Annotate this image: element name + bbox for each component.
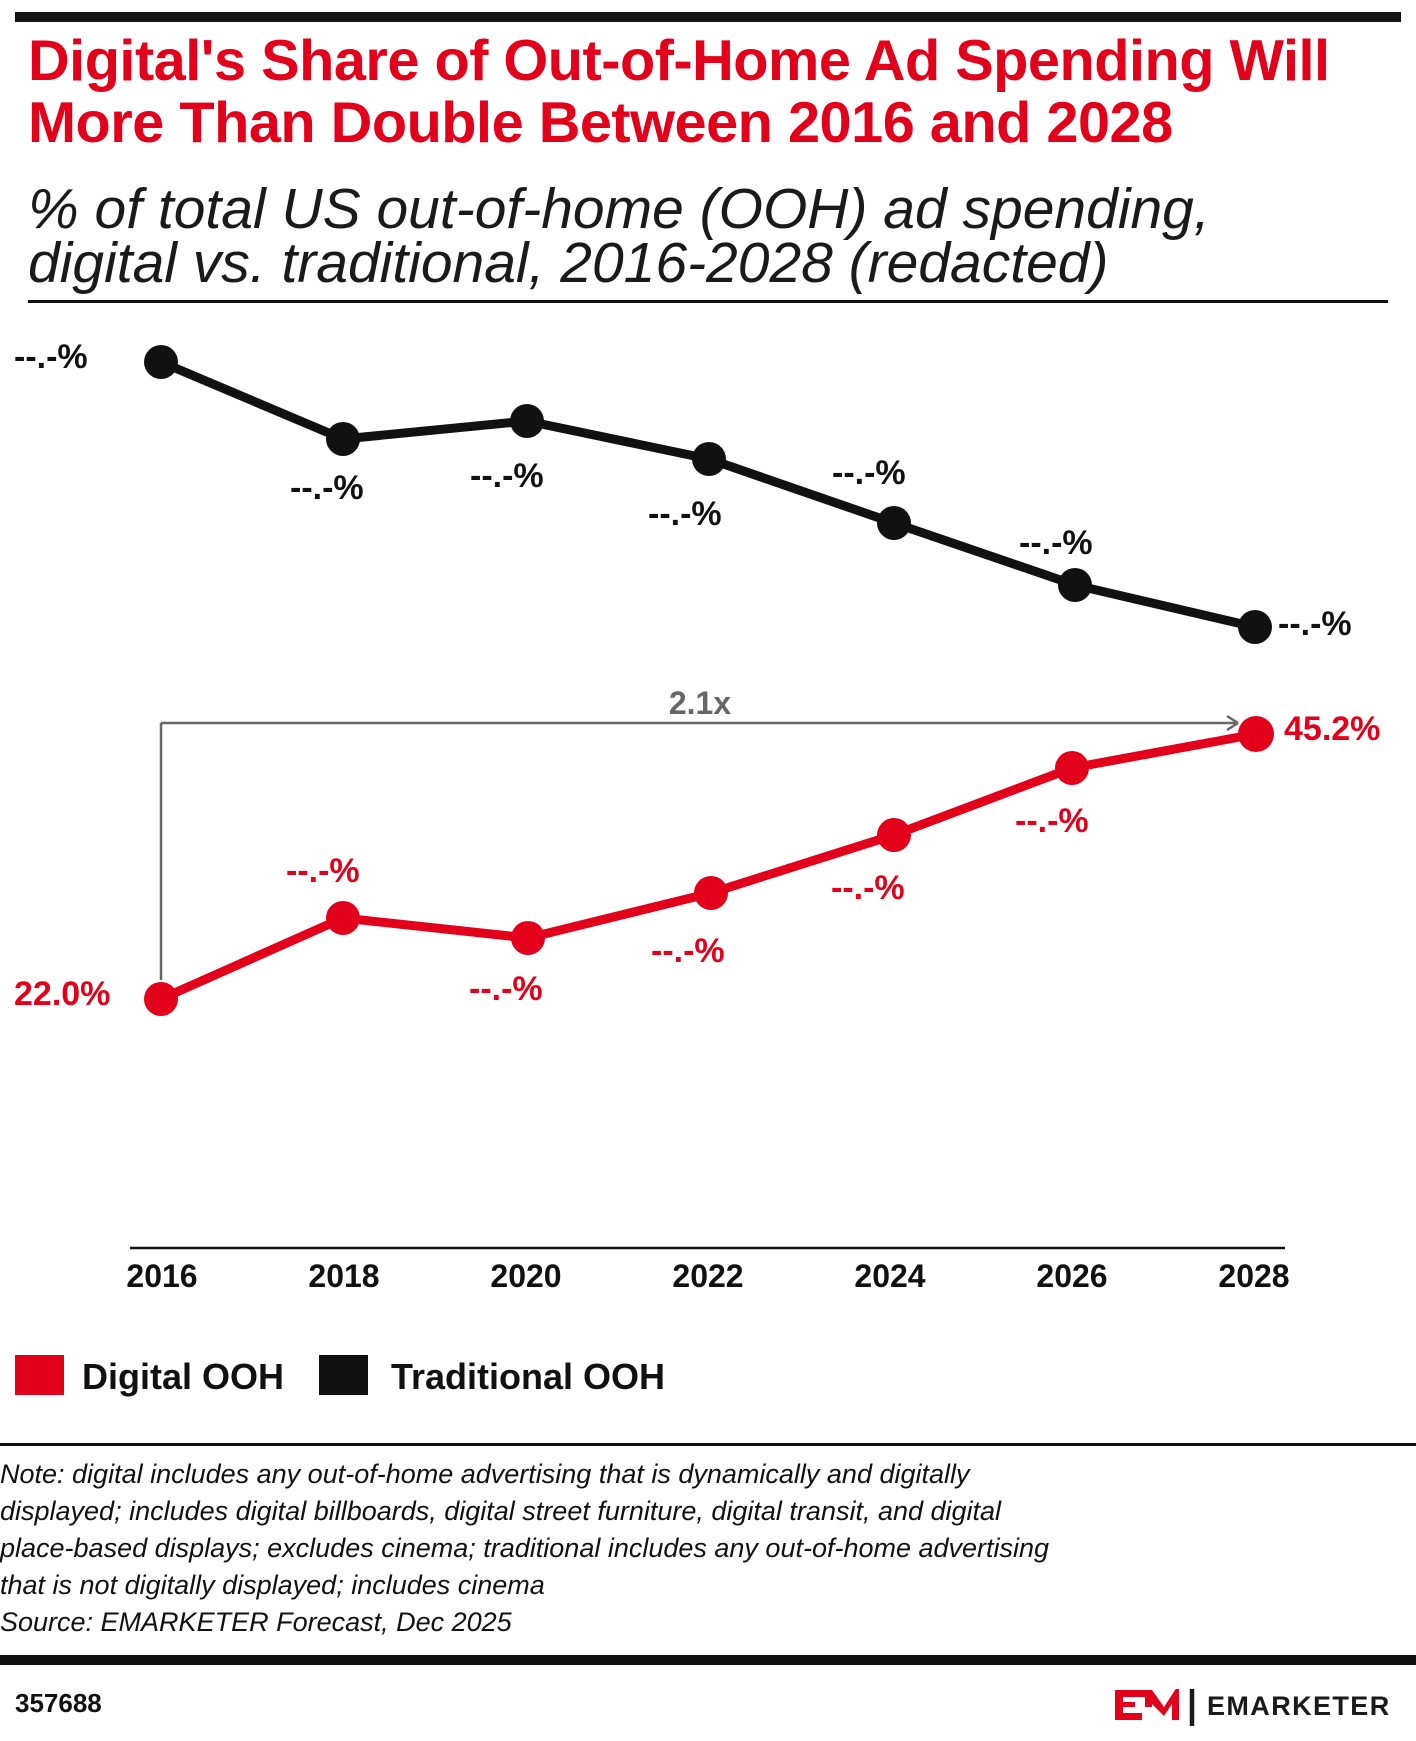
svg-text:2.1x: 2.1x xyxy=(669,685,731,721)
svg-text:EMARKETER: EMARKETER xyxy=(1207,1691,1391,1721)
